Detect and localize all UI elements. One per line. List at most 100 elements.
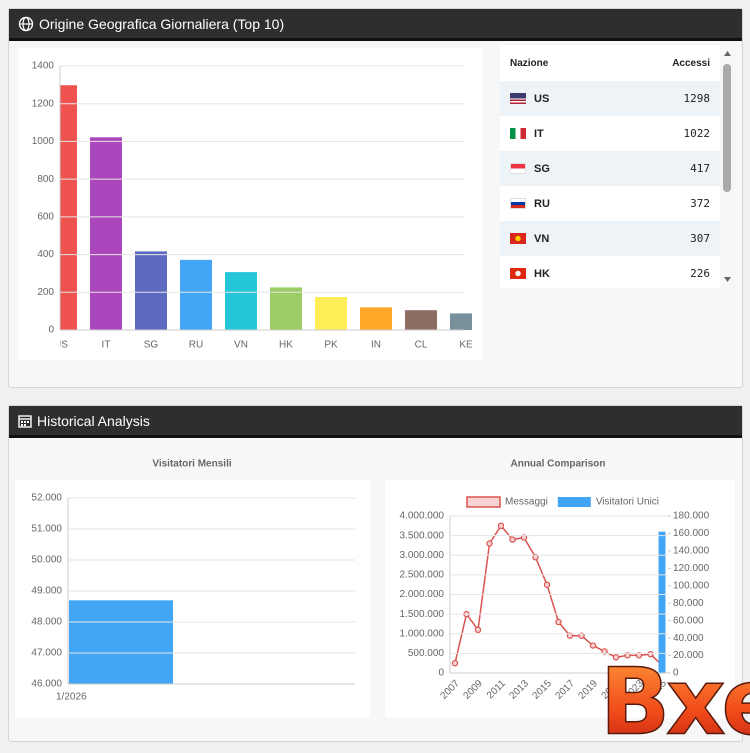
- point: [647, 650, 654, 658]
- y2-tick-label: 20.000: [673, 650, 704, 661]
- y-tick-label: 51.000: [31, 524, 62, 535]
- y-tick-label: 600: [37, 211, 54, 222]
- y-tick-label: 47.000: [31, 648, 62, 659]
- country: VN: [534, 232, 550, 245]
- y-tick-label: 0: [438, 668, 444, 679]
- y2-tick-label: 0: [673, 668, 679, 679]
- x-tick-label: 2013: [507, 678, 531, 702]
- bar: [60, 85, 77, 330]
- header-cell: Accessi: [672, 57, 710, 69]
- point: [566, 632, 574, 639]
- table-row: VN 307: [500, 221, 720, 256]
- flag: [510, 163, 526, 174]
- country: HK: [534, 267, 550, 280]
- point: [589, 642, 597, 649]
- y-tick-label: 3.500.000: [400, 530, 445, 541]
- legend-swatch: [557, 497, 591, 507]
- bar: [658, 531, 666, 673]
- point: [451, 659, 459, 667]
- point: [543, 581, 551, 588]
- watermark: Bxen: [600, 648, 750, 753]
- panel-title: Historical Analysis: [37, 412, 150, 429]
- x-tick-label: 2017: [553, 678, 577, 702]
- scrollbar[interactable]: [723, 48, 732, 286]
- y-tick-label: 49.000: [31, 586, 62, 597]
- y2-tick-label: 140.000: [673, 546, 710, 557]
- y-tick-label: 1.500.000: [400, 609, 445, 620]
- x-tick-label: PK: [324, 340, 338, 351]
- flag: [510, 128, 526, 139]
- country: RU: [534, 197, 550, 210]
- bar: [450, 313, 472, 330]
- y-tick-label: 46.000: [31, 679, 62, 690]
- chart-title: Visitatori Mensili: [152, 459, 232, 470]
- x-tick-label: CL: [415, 340, 428, 351]
- x-tick-label: HK: [279, 340, 293, 351]
- x-tick-label: IN: [371, 340, 381, 351]
- globe-icon: [18, 16, 34, 31]
- bar: [315, 297, 347, 330]
- chart-layer: [69, 600, 173, 684]
- line: [454, 524, 663, 666]
- chart-layer: US IT SG RU VN HK PK IN CL KE: [60, 85, 473, 351]
- y-tick-label: 800: [37, 174, 54, 185]
- calendar-icon: [18, 414, 32, 428]
- x-tick-label: 2015: [530, 678, 554, 702]
- y-tick-label: 200: [37, 287, 54, 298]
- count: 307: [690, 232, 710, 245]
- bar: [69, 600, 173, 684]
- y-tick-label: 1.000.000: [400, 628, 445, 639]
- y-tick-label: 0: [48, 325, 54, 336]
- y-tick-label: 400: [37, 249, 54, 260]
- y-tick-label: 500.000: [408, 648, 445, 659]
- point: [624, 652, 631, 659]
- y-tick-label: 48.000: [31, 617, 62, 628]
- point: [520, 534, 528, 541]
- chart-title: Annual Comparison: [510, 459, 605, 470]
- y2-tick-label: 180.000: [673, 511, 710, 522]
- bar: [135, 251, 167, 330]
- bar: [180, 259, 212, 330]
- y-tick-label: 1000: [32, 136, 55, 147]
- table-row: HK 226: [500, 256, 720, 288]
- y-tick-label: 1200: [32, 98, 55, 109]
- table-row: IT 1022: [500, 116, 720, 151]
- y-tick-label: 4.000.000: [400, 511, 445, 522]
- bar: [405, 310, 437, 330]
- flag: [510, 198, 526, 209]
- country-table: Nazione Accessi US 1298 IT 1022 SG 417 RU 372…: [500, 45, 720, 288]
- x-tick-label: 2019: [576, 678, 600, 702]
- y2-tick-label: 120.000: [673, 563, 710, 574]
- bar: [90, 137, 122, 330]
- point: [486, 540, 493, 547]
- bar: [270, 287, 302, 330]
- count: 372: [690, 197, 710, 210]
- table-body: US 1298 IT 1022 SG 417 RU 372 VN 307 HK 226: [500, 81, 720, 288]
- y2-tick-label: 60.000: [673, 615, 704, 626]
- panel-title: Origine Geografica Giornaliera (Top 10): [39, 15, 285, 32]
- header-cell: Nazione: [510, 57, 549, 69]
- y2-tick-label: 100.000: [673, 580, 710, 591]
- x-tick-label: IT: [102, 340, 111, 351]
- table-row: SG 417: [500, 151, 720, 186]
- country: IT: [534, 127, 544, 140]
- country: US: [534, 92, 550, 105]
- point: [497, 522, 505, 530]
- chart-box: [385, 480, 735, 718]
- x-tick-label: KE: [459, 340, 473, 351]
- bar: [360, 307, 392, 330]
- table-row: RU 372: [500, 186, 720, 221]
- point: [474, 626, 482, 634]
- point: [601, 648, 608, 655]
- x-tick-label: SG: [144, 340, 159, 351]
- point: [612, 654, 620, 661]
- point: [635, 652, 643, 659]
- legend-swatch: [466, 496, 501, 508]
- scroll-thumb[interactable]: [723, 64, 731, 192]
- country: SG: [534, 162, 550, 175]
- x-tick-label: 2009: [461, 678, 485, 702]
- x-tick-label: 2007: [438, 678, 462, 702]
- count: 226: [690, 267, 710, 280]
